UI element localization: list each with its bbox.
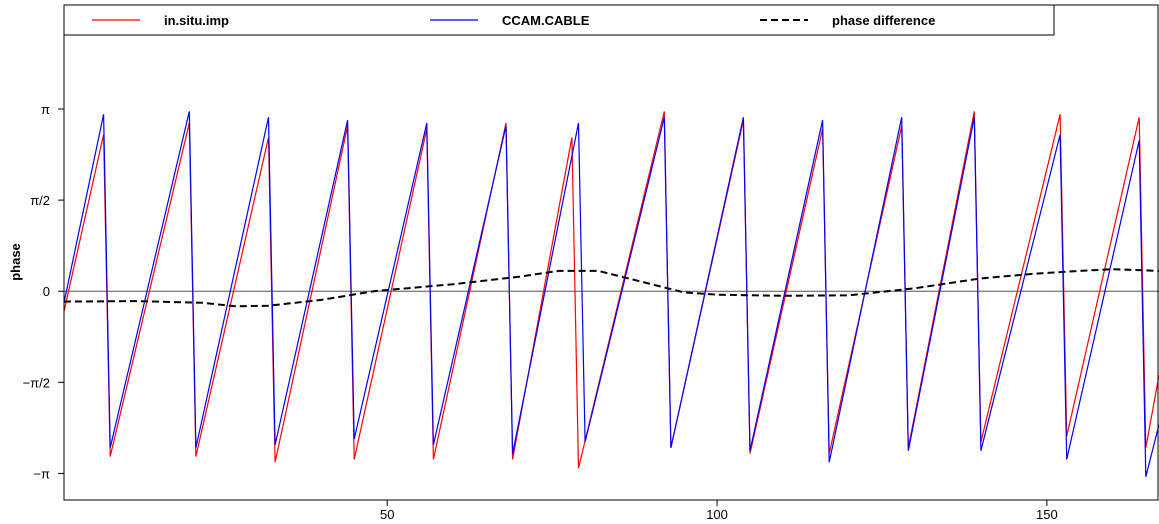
axis-layer: −π −π/2 0 π/2 π 50 100 150 [23, 102, 1058, 522]
legend-label: phase difference [832, 13, 935, 28]
series-line-phase-difference [63, 268, 1159, 308]
y-tick-label: −π/2 [23, 375, 50, 390]
legend: in.situ.imp CCAM.CABLE phase difference [63, 4, 1055, 36]
series-line-ccam-cable [63, 111, 1159, 477]
y-tick-label: π [41, 102, 50, 117]
plot-frame [63, 4, 1159, 501]
y-tick-label: −π [33, 466, 50, 481]
series-line-in-situ-imp [63, 111, 1159, 469]
y-axis-label: phase [8, 243, 23, 281]
x-tick-label: 100 [706, 507, 728, 522]
y-tick-label: π/2 [30, 193, 50, 208]
legend-label: CCAM.CABLE [502, 13, 590, 28]
x-tick-label: 50 [380, 507, 394, 522]
y-tick-label: 0 [43, 284, 50, 299]
legend-box [63, 4, 1055, 36]
x-tick-label: 150 [1036, 507, 1058, 522]
series-layer [63, 111, 1159, 477]
legend-label: in.situ.imp [164, 13, 229, 28]
